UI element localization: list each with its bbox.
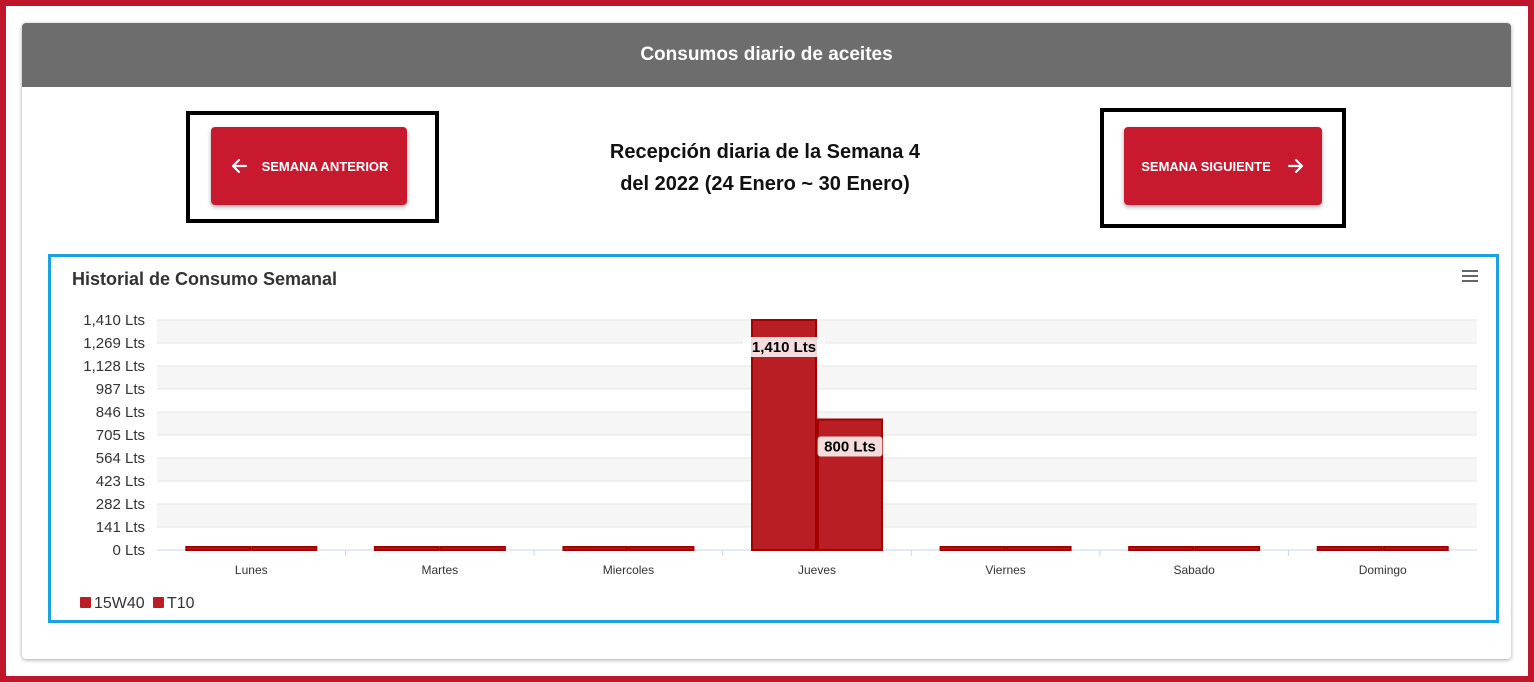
x-tick-label: Jueves <box>798 563 836 577</box>
y-tick-label: 141 Lts <box>96 519 145 536</box>
prev-week-label: SEMANA ANTERIOR <box>261 158 389 174</box>
y-tick-label: 1,269 Lts <box>83 335 145 352</box>
bar-chart: 0 Lts 141 Lts 282 Lts 423 Lts 564 Lts 705 Lts… <box>80 312 1477 612</box>
x-tick-label: Lunes <box>235 563 268 577</box>
bar <box>1128 546 1195 551</box>
x-tick-label: Sabado <box>1173 563 1215 577</box>
week-title-line1: Recepción diaria de la Semana 4 <box>609 141 921 163</box>
bar <box>939 546 1006 551</box>
week-title: Recepción diaria de la Semana 4 del 2022… <box>540 136 990 200</box>
card-header: Consumos diario de aceites <box>22 23 1511 87</box>
next-week-label: SEMANA SIGUIENTE <box>1141 158 1271 174</box>
y-tick-label: 705 Lts <box>96 427 145 444</box>
card-title: Consumos diario de aceites <box>640 44 893 65</box>
y-tick-label: 423 Lts <box>96 473 145 490</box>
bar <box>1194 546 1261 551</box>
y-tick-label: 564 Lts <box>96 450 145 467</box>
legend-item: T10 <box>167 595 195 612</box>
legend-item: 15W40 <box>94 595 145 612</box>
prev-week-highlight <box>186 111 439 223</box>
legend-swatch <box>80 597 91 608</box>
y-tick-label: 1,410 Lts <box>83 312 145 329</box>
bar <box>562 546 629 551</box>
bar <box>251 546 318 551</box>
data-label-bg <box>817 436 883 457</box>
x-tick-label: Viernes <box>985 563 1025 577</box>
data-label: 1,410 Lts <box>752 339 816 356</box>
bar <box>1005 546 1072 551</box>
prev-week-button[interactable]: SEMANA ANTERIOR <box>211 127 407 205</box>
arrow-left-icon <box>230 157 248 175</box>
y-tick-label: 0 Lts <box>112 542 145 559</box>
bar <box>185 546 252 551</box>
chart-title: Historial de Consumo Semanal <box>72 269 338 289</box>
x-tick-label: Martes <box>422 563 459 577</box>
data-label: 800 Lts <box>824 439 876 456</box>
next-week-highlight <box>1100 108 1346 228</box>
x-tick-label: Miercoles <box>603 563 654 577</box>
y-tick-label: 282 Lts <box>96 496 145 513</box>
week-title-line2: del 2022 (24 Enero ~ 30 Enero) <box>620 173 910 195</box>
arrow-right-icon <box>1287 157 1305 175</box>
bar <box>373 546 440 551</box>
hamburger-menu-icon[interactable] <box>1462 269 1478 287</box>
y-tick-label: 846 Lts <box>96 404 145 421</box>
bar <box>1316 546 1383 551</box>
chart-container: Historial de Consumo Semanal 0 Lts 141 Lt… <box>48 254 1499 623</box>
bar <box>628 546 695 551</box>
bar <box>1382 546 1449 551</box>
data-label-bg <box>743 337 825 357</box>
x-tick-label: Domingo <box>1359 563 1407 577</box>
y-tick-label: 987 Lts <box>96 381 145 398</box>
legend-swatch <box>153 597 164 608</box>
next-week-button[interactable]: SEMANA SIGUIENTE <box>1124 127 1322 205</box>
y-tick-label: 1,128 Lts <box>83 358 145 375</box>
bar <box>751 319 817 551</box>
bar <box>439 546 506 551</box>
